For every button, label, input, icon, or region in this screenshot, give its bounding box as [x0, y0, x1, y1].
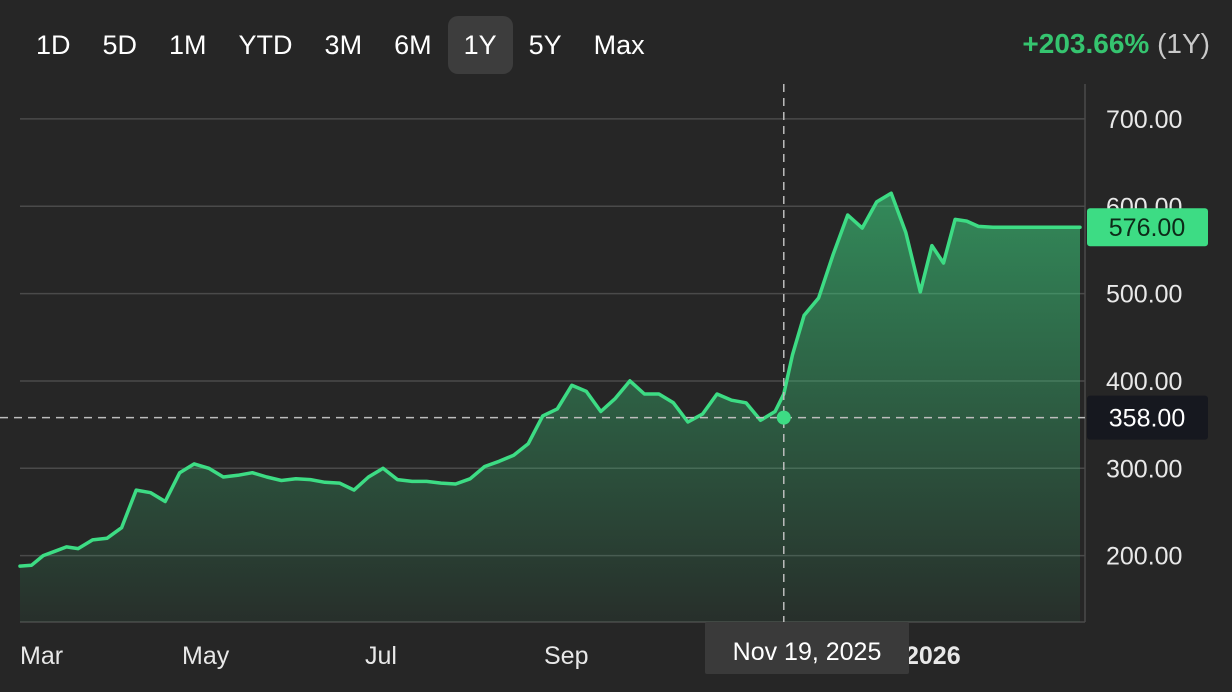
y-tick-label-300.00: 300.00	[1106, 455, 1182, 483]
y-tick-label-200.00: 200.00	[1106, 543, 1182, 571]
x-label-jul: Jul	[365, 642, 397, 670]
range-5d-button[interactable]: 5D	[102, 29, 138, 60]
current-price-tag	[1087, 208, 1208, 247]
hover-date-label: Nov 19, 2025	[733, 638, 882, 666]
range-1y-button[interactable]: 1Y	[447, 16, 513, 74]
y-tick-label-700.00: 700.00	[1106, 106, 1182, 134]
range-1d-button[interactable]: 1D	[36, 29, 71, 60]
range-ytd-button[interactable]: YTD	[238, 29, 293, 60]
price-area-fill	[20, 193, 1080, 622]
hover-price-tag	[1087, 395, 1208, 440]
hover-point	[776, 410, 791, 425]
change-percent: +203.66%	[1022, 28, 1150, 59]
range-1m-button[interactable]: 1M	[169, 29, 207, 60]
current-price-label: 576.00	[1109, 214, 1185, 242]
x-label-2026: 2026	[905, 642, 961, 670]
range-3m-button[interactable]: 3M	[324, 29, 363, 60]
price-series-line	[18, 191, 1082, 568]
range-5y-button[interactable]: 5Y	[528, 29, 562, 60]
x-label-mar: Mar	[20, 642, 63, 670]
time-range-selector: 1D 5D 1M YTD 3M 6M 1Y 5Y Max	[20, 16, 661, 74]
hover-date-tooltip	[705, 622, 909, 674]
range-max-button[interactable]: Max	[593, 29, 645, 60]
y-tick-label-400.00: 400.00	[1106, 368, 1182, 396]
x-label-may: May	[182, 642, 230, 670]
hover-price-label: 358.00	[1109, 405, 1185, 433]
range-6m-button[interactable]: 6M	[394, 29, 432, 60]
change-period: (1Y)	[1157, 28, 1210, 59]
x-label-sep: Sep	[544, 642, 588, 670]
price-change: +203.66% (1Y)	[1022, 28, 1210, 60]
y-tick-label-500.00: 500.00	[1106, 281, 1182, 309]
